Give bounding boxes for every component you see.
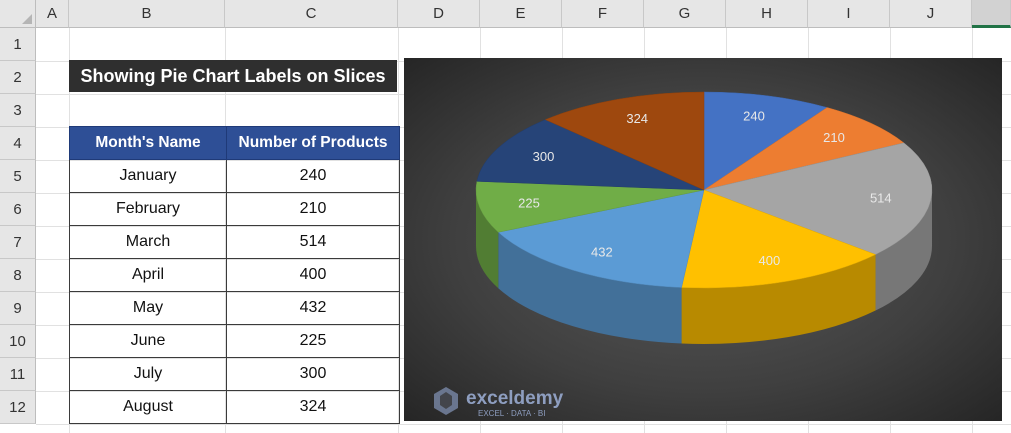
column-header-next[interactable] (972, 0, 1011, 28)
table-row: February 210 (69, 192, 400, 226)
pie-slice-july[interactable] (476, 119, 705, 191)
column-header-j[interactable]: J (890, 0, 972, 28)
pie-side-april[interactable] (681, 254, 876, 344)
select-all-corner[interactable] (0, 0, 36, 28)
month-cell[interactable]: June (69, 324, 227, 358)
table-row: April 400 (69, 258, 400, 292)
data-label-march[interactable]: 514 (870, 190, 892, 205)
column-header-e[interactable]: E (480, 0, 562, 28)
month-cell[interactable]: February (69, 192, 227, 226)
pie-slice-may[interactable] (497, 189, 705, 288)
exceldemy-logo-icon (434, 387, 458, 415)
data-label-august[interactable]: 324 (626, 111, 648, 126)
column-header-d[interactable]: D (398, 0, 480, 28)
gridline (36, 424, 1011, 425)
month-cell[interactable]: March (69, 225, 227, 259)
table-row: January 240 (69, 159, 400, 193)
row-header-10[interactable]: 10 (0, 325, 36, 358)
row-header-7[interactable]: 7 (0, 226, 36, 259)
pie-slice-august[interactable] (544, 91, 705, 191)
products-cell[interactable]: 514 (226, 225, 400, 259)
row-header-5[interactable]: 5 (0, 160, 36, 193)
month-cell[interactable]: July (69, 357, 227, 391)
column-header-b[interactable]: B (69, 0, 225, 28)
table-row: March 514 (69, 225, 400, 259)
data-label-january[interactable]: 240 (743, 109, 765, 124)
products-cell[interactable]: 240 (226, 159, 400, 193)
products-cell[interactable]: 400 (226, 258, 400, 292)
row-header-4[interactable]: 4 (0, 127, 36, 160)
products-table: Month's Name Number of Products January 2… (69, 126, 400, 424)
data-label-february[interactable]: 210 (823, 130, 845, 145)
data-label-may[interactable]: 432 (591, 245, 613, 260)
products-cell[interactable]: 324 (226, 390, 400, 424)
row-header-1[interactable]: 1 (0, 28, 36, 61)
products-cell[interactable]: 225 (226, 324, 400, 358)
month-cell[interactable]: August (69, 390, 227, 424)
watermark-tagline: EXCEL · DATA · BI (478, 409, 545, 418)
row-header-8[interactable]: 8 (0, 259, 36, 292)
month-cell[interactable]: April (69, 258, 227, 292)
pie-slice-june[interactable] (475, 181, 705, 233)
data-label-june[interactable]: 225 (518, 196, 540, 211)
products-cell[interactable]: 432 (226, 291, 400, 325)
month-cell[interactable]: May (69, 291, 227, 325)
watermark: exceldemy EXCEL · DATA · BI (434, 387, 564, 418)
data-label-july[interactable]: 300 (533, 149, 555, 164)
row-header-12[interactable]: 12 (0, 391, 36, 424)
column-header-f[interactable]: F (562, 0, 644, 28)
column-header-c[interactable]: C (225, 0, 398, 28)
row-header-3[interactable]: 3 (0, 94, 36, 127)
row-header-6[interactable]: 6 (0, 193, 36, 226)
sheet-title[interactable]: Showing Pie Chart Labels on Slices (69, 60, 397, 92)
month-cell[interactable]: January (69, 159, 227, 193)
products-cell[interactable]: 300 (226, 357, 400, 391)
column-header-h[interactable]: H (726, 0, 808, 28)
row-header-2[interactable]: 2 (0, 61, 36, 94)
watermark-name: exceldemy (466, 388, 564, 409)
header-month[interactable]: Month's Name (69, 126, 227, 160)
column-header-g[interactable]: G (644, 0, 726, 28)
pie-slice-january[interactable] (703, 91, 828, 191)
header-products[interactable]: Number of Products (226, 126, 400, 160)
pie-chart[interactable]: 240 210 514 400 432 225 300 324 exceldemy EXCEL… (404, 58, 1002, 421)
products-cell[interactable]: 210 (226, 192, 400, 226)
pie-slice-february[interactable] (703, 107, 905, 191)
table-row: May 432 (69, 291, 400, 325)
table-row: July 300 (69, 357, 400, 391)
pie-side-march[interactable] (875, 190, 932, 311)
data-label-april[interactable]: 400 (759, 253, 781, 268)
row-header-9[interactable]: 9 (0, 292, 36, 325)
column-header-i[interactable]: I (808, 0, 890, 28)
table-row: August 324 (69, 390, 400, 424)
table-row: June 225 (69, 324, 400, 358)
pie-side-june[interactable] (476, 190, 499, 289)
pie-slice-april[interactable] (681, 189, 877, 289)
column-header-a[interactable]: A (36, 0, 69, 28)
row-header-11[interactable]: 11 (0, 358, 36, 391)
pie-slice-march[interactable] (703, 142, 933, 255)
